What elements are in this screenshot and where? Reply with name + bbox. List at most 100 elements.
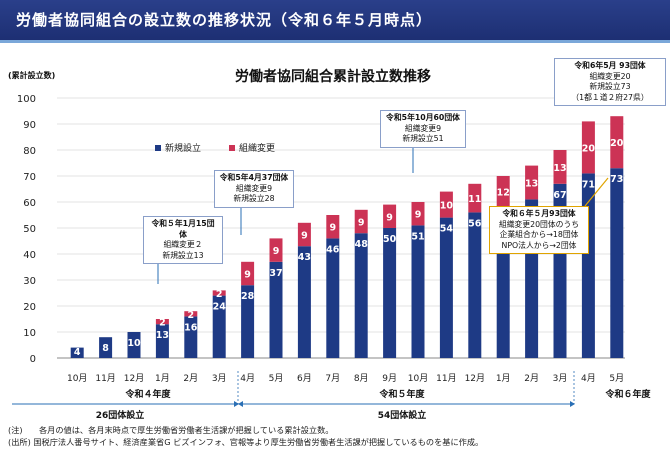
- bar-change-9: [326, 215, 340, 239]
- callout-r6-may-detail-line2: 企業組合から→18団体: [499, 230, 579, 239]
- x-tick-19: 5月: [609, 373, 624, 384]
- bars: 4 8 10213216224928937943946948950951105411…: [70, 116, 624, 358]
- callout-r5-apr-head: 令和5年4月37団体: [219, 173, 289, 182]
- bar-new-6: [241, 285, 255, 358]
- page-title: 労働者協同組合の設立数の推移状況（令和６年５月時点）: [0, 0, 670, 40]
- y-tick-3: 30: [23, 276, 36, 287]
- bar-change-5: [212, 290, 226, 296]
- label-new-5: 24: [213, 302, 227, 313]
- y-axis-label: (累計設立数): [8, 70, 55, 80]
- x-tick-0: 10月: [67, 373, 87, 384]
- bar-change-15: [496, 176, 510, 208]
- label-new-18: 71: [582, 179, 595, 190]
- bar-new-11: [383, 228, 397, 358]
- bar-change-6: [241, 261, 255, 286]
- x-tick-7: 5月: [269, 373, 284, 384]
- y-tick-0: 0: [30, 354, 36, 365]
- bar-change-17: [553, 150, 567, 184]
- callout-r6-may-detail-line1: 組織変更20団体のうち: [498, 219, 580, 229]
- callout-r5-jan-line2: 新規設立13: [162, 250, 204, 260]
- fiscal-year-r5: 令和５年度: [378, 388, 425, 400]
- x-tick-6: 4月: [240, 373, 255, 384]
- label-change-4: 2: [187, 310, 194, 321]
- y-tick-4: 40: [23, 250, 36, 261]
- label-new-1: 8: [102, 343, 109, 354]
- x-tick-16: 2月: [524, 373, 539, 384]
- fiscal-arrow-r4-head: [234, 401, 239, 407]
- callout-r6-may-detail-head: 令和６年５月93団体: [502, 209, 576, 218]
- legend-swatch-change: [229, 145, 235, 151]
- label-new-3: 13: [156, 330, 169, 341]
- label-new-17: 67: [553, 190, 566, 201]
- footnote-note: (注) 各月の値は、各月末時点で厚生労働省労働者生活課が把握している累計設立数。: [8, 425, 334, 435]
- label-new-4: 16: [184, 322, 198, 333]
- fiscal-arrow-r5-tail: [238, 401, 243, 407]
- label-change-8: 9: [301, 231, 308, 242]
- footnote-source: (出所) 国税庁法人番号サイト、経済産業省G ビズインフォ、官報等より厚生労働省…: [8, 437, 484, 447]
- callout-r5-jan-line1: 組織変更２: [163, 240, 203, 249]
- label-new-11: 50: [383, 234, 397, 245]
- fiscal-summary-r4: 26団体設立: [96, 409, 145, 421]
- bar-new-19: [610, 168, 624, 358]
- bar-new-7: [269, 261, 283, 358]
- callout-r5-apr: 令和5年4月37団体 組織変更9 新規設立28: [214, 170, 294, 208]
- label-new-9: 46: [326, 244, 340, 255]
- label-new-10: 48: [355, 239, 369, 250]
- x-tick-5: 3月: [212, 373, 227, 384]
- legend-swatch-new: [155, 145, 161, 151]
- bar-new-5: [212, 295, 226, 358]
- callout-r6-may-line2: 新規設立73: [589, 82, 631, 91]
- x-tick-labels: 10月 11月 12月 1月 2月 3月 4月 5月 6月 7月 8月 9月 10月 11月 12月 1月 2月…: [67, 373, 624, 384]
- label-change-6: 9: [244, 270, 251, 281]
- bar-change-14: [468, 183, 482, 213]
- x-tick-9: 7月: [325, 373, 340, 384]
- bar-change-8: [297, 222, 311, 247]
- bar-new-10: [354, 233, 368, 358]
- fiscal-year-bands: 令和４年度 令和５年度 令和６年度 26団体設立 54団体設立: [12, 371, 651, 421]
- bar-new-8: [297, 246, 311, 358]
- bar-change-4: [184, 311, 198, 317]
- label-change-12: 9: [415, 210, 422, 221]
- y-tick-6: 60: [23, 198, 36, 209]
- legend-label-new: 新規設立: [165, 142, 201, 154]
- label-change-13: 10: [440, 201, 454, 212]
- bar-new-13: [439, 217, 453, 358]
- bar-new-14: [468, 212, 482, 358]
- label-change-16: 13: [525, 179, 538, 190]
- y-tick-5: 50: [23, 224, 36, 235]
- bar-new-0: [70, 347, 84, 358]
- callout-r6-may-line3: （1都１道２府27県）: [571, 92, 649, 102]
- label-new-19: 73: [610, 174, 623, 185]
- bar-change-7: [269, 238, 283, 262]
- legend-label-change: 組織変更: [239, 142, 275, 154]
- bar-change-11: [383, 204, 397, 228]
- y-tick-8: 80: [23, 146, 36, 157]
- fiscal-arrow-r5-head: [570, 401, 575, 407]
- label-new-0: 4: [74, 347, 81, 358]
- bar-change-18: [581, 121, 595, 174]
- y-tick-10: 100: [17, 94, 36, 105]
- connector-r6-may-detail: [584, 177, 609, 207]
- callout-r5-oct: 令和5年10月60団体 組織変更9 新規設立51: [380, 110, 466, 148]
- label-change-5: 2: [216, 289, 223, 300]
- chart-title: 労働者協同組合累計設立数推移: [235, 68, 431, 85]
- callout-r5-jan-head: 令和５年1月15団体: [151, 219, 215, 239]
- bar-change-19: [610, 116, 624, 169]
- bar-new-4: [184, 316, 198, 358]
- x-tick-8: 6月: [297, 373, 312, 384]
- callout-r5-apr-line1: 組織変更9: [235, 183, 273, 193]
- callout-r5-oct-head: 令和5年10月60団体: [386, 113, 460, 122]
- bar-new-2: [127, 332, 141, 358]
- callout-r6-may-detail: 令和６年５月93団体 組織変更20団体のうち 企業組合から→18団体 NPO法人…: [489, 206, 589, 254]
- label-change-17: 13: [553, 163, 566, 174]
- x-tick-14: 12月: [465, 373, 485, 384]
- y-tick-9: 90: [23, 120, 36, 131]
- legend: 新規設立 組織変更: [155, 142, 275, 154]
- x-tick-2: 12月: [124, 373, 144, 384]
- label-change-3: 2: [159, 318, 166, 329]
- callout-r6-may-head: 令和6年5月 93団体: [574, 61, 646, 70]
- y-tick-1: 10: [23, 328, 36, 339]
- bar-change-3: [155, 319, 169, 325]
- bar-new-1: [99, 337, 113, 358]
- label-change-18: 20: [582, 143, 596, 154]
